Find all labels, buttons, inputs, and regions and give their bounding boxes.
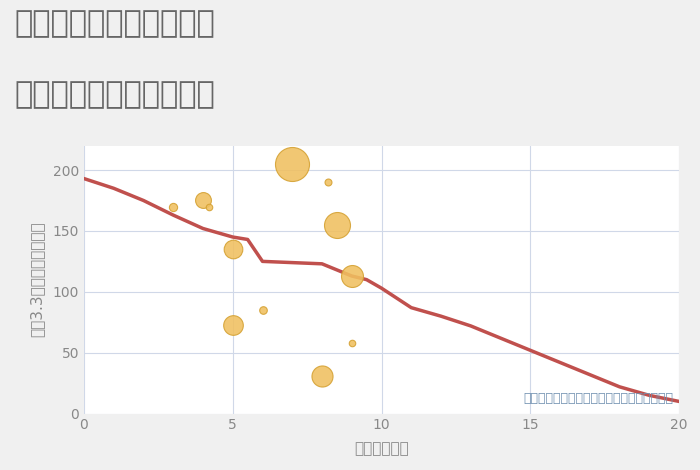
Point	[203, 203, 214, 211]
Y-axis label: 坪（3.3㎡）単価（万円）: 坪（3.3㎡）単価（万円）	[29, 222, 44, 337]
Point	[227, 321, 238, 329]
Point	[197, 197, 209, 204]
Point	[168, 203, 179, 211]
Point	[287, 160, 298, 168]
Point	[346, 272, 357, 280]
Point	[331, 221, 342, 228]
Point	[316, 372, 328, 380]
Point	[346, 339, 357, 347]
Point	[227, 245, 238, 253]
Text: 神奈川県海老名市中央の: 神奈川県海老名市中央の	[14, 9, 215, 39]
Text: 円の大きさは、取引のあった物件面積を示す: 円の大きさは、取引のあった物件面積を示す	[523, 392, 673, 405]
Text: 駅距離別中古戸建て価格: 駅距離別中古戸建て価格	[14, 80, 215, 109]
Point	[322, 179, 333, 186]
Point	[257, 306, 268, 314]
X-axis label: 駅距離（分）: 駅距離（分）	[354, 441, 409, 456]
